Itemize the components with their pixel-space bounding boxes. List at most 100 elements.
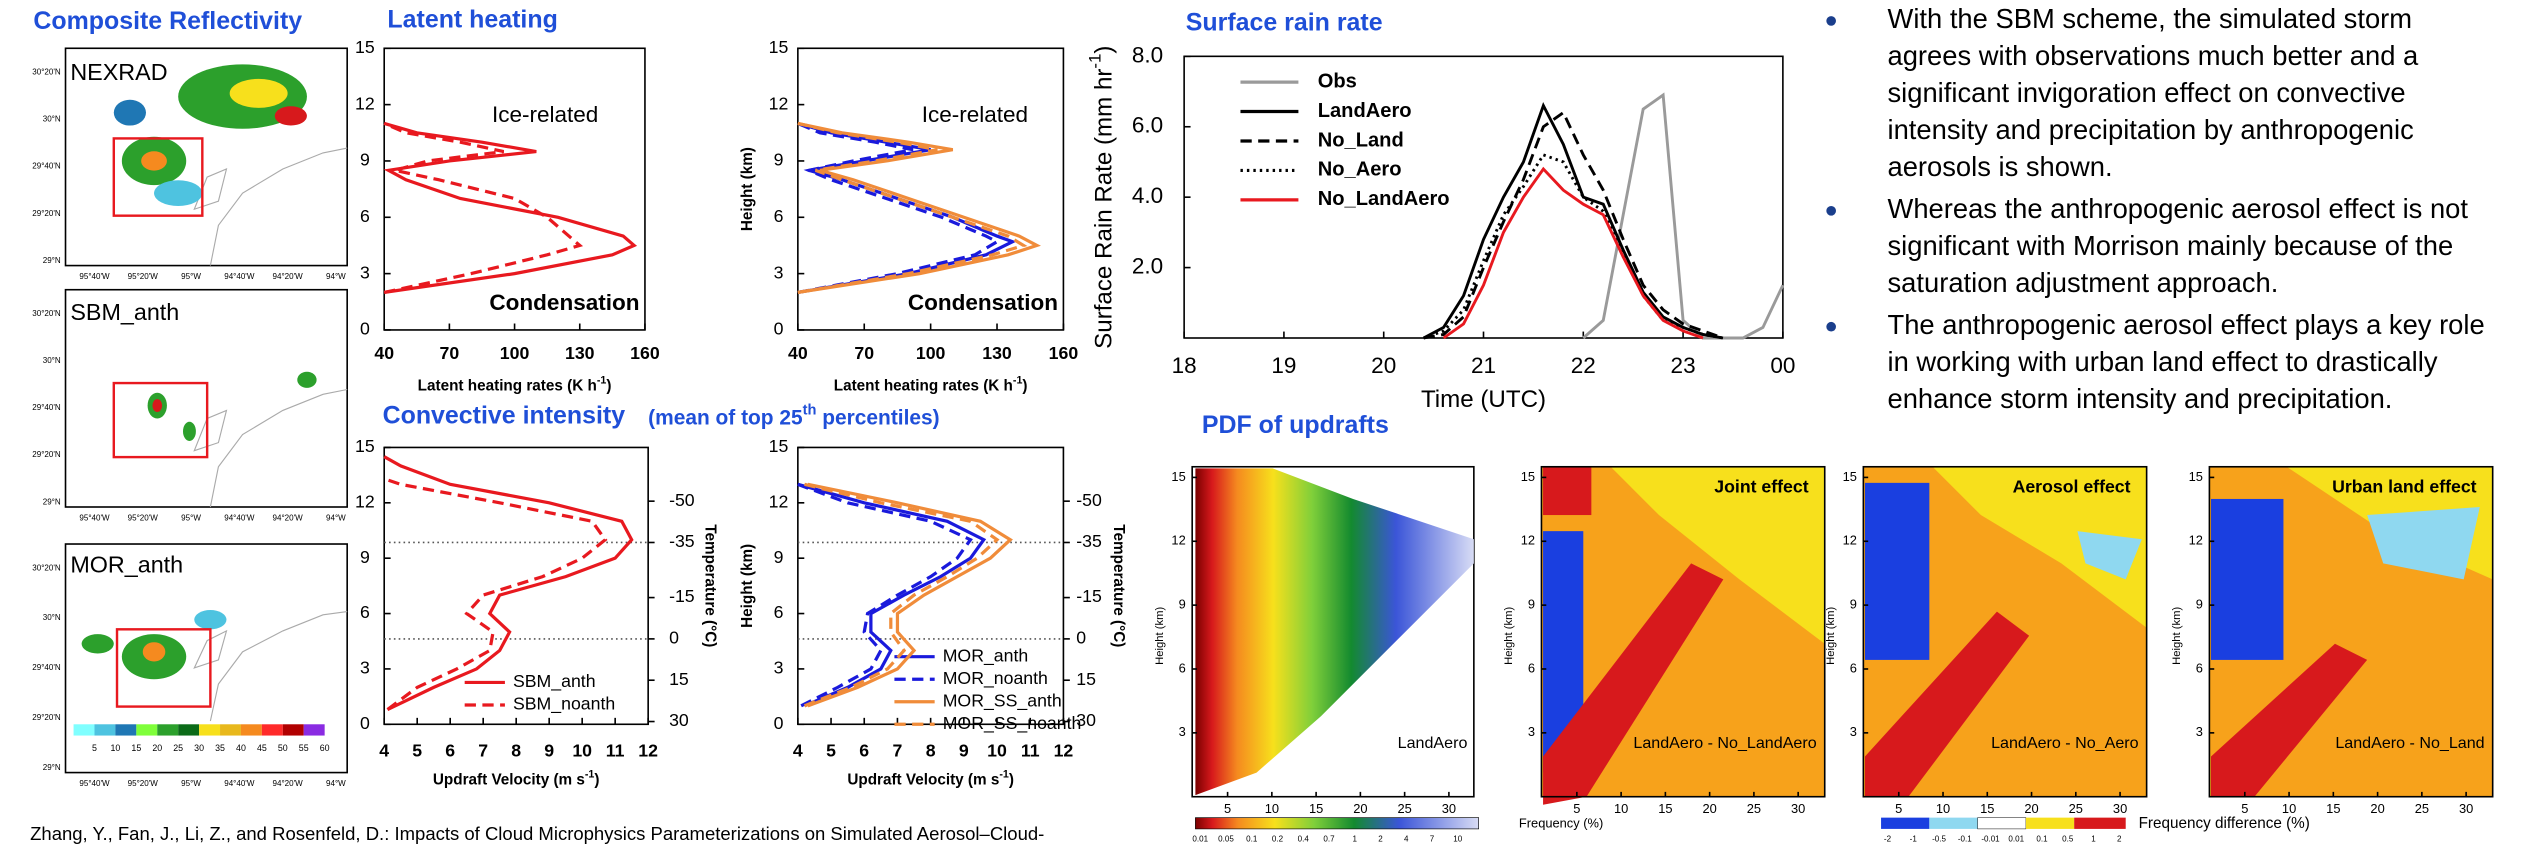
y-tick-label: 12 [769, 93, 789, 113]
panel-label: LandAero - No_Aero [1991, 734, 2139, 752]
text-part: ) [1091, 46, 1118, 54]
x-tick-label: 4 [379, 740, 389, 760]
bullet-text: enhance storm intensity and precipitatio… [1887, 383, 2392, 414]
colorbar-label: 0.01 [2008, 834, 2024, 843]
lon-label: 94°20'W [273, 779, 304, 788]
bullet-text: significant invigoration effect on conve… [1887, 77, 2405, 108]
y-tick-label: 3 [1528, 724, 1535, 739]
x-tick-label: 20 [2370, 801, 2384, 816]
legend-label: MOR_anth [943, 645, 1029, 666]
panel-label: LandAero - No_LandAero [1633, 734, 1816, 752]
series-line [1442, 166, 1704, 340]
lat-label: 30°N [43, 613, 61, 622]
panel-effect: Aerosol effect [2013, 476, 2131, 496]
section-title: Composite Reflectivity [33, 7, 302, 35]
x-tick-label: 10 [1265, 801, 1279, 816]
y2-tick-label: -50 [669, 490, 695, 510]
lat-label: 30°20'N [32, 563, 61, 572]
lon-label: 95°W [181, 779, 201, 788]
x-tick-label: 20 [1371, 353, 1396, 378]
y-tick-label: 6 [1528, 660, 1535, 675]
x-tick-label: 20 [1702, 801, 1716, 816]
y2-tick-label: -15 [669, 586, 695, 606]
text-part: -1 [585, 768, 595, 780]
legend-label: MOR_SS_noanth [943, 713, 1082, 734]
y-tick-label: 12 [769, 491, 789, 511]
y-tick-label: 9 [774, 547, 784, 567]
y-axis-label: Height (km) [739, 147, 756, 231]
lat-label: 29°N [43, 497, 61, 506]
lon-label: 95°40'W [79, 272, 110, 281]
lon-label: 95°W [181, 272, 201, 281]
y-axis-label: Height (km) [1825, 606, 1837, 664]
y-tick-label: 12 [355, 491, 375, 511]
x-tick-label: 10 [987, 740, 1007, 760]
x-tick-label: 5 [2241, 801, 2248, 816]
y-tick-label: 12 [1171, 533, 1185, 548]
lat-label: 30°20'N [32, 68, 61, 77]
y-tick-label: 6 [2196, 660, 2203, 675]
y2-tick-label: 30 [1076, 710, 1096, 730]
study-box [112, 137, 212, 708]
lat-label: 29°N [43, 256, 61, 265]
text-part: th [803, 402, 817, 418]
y2-axis-label: Temperature (°C) [701, 524, 718, 647]
colorbar-label: 0.1 [1246, 834, 1258, 843]
map-name: NEXRAD [70, 59, 167, 85]
x-tick-label: 5 [1573, 801, 1580, 816]
y2-tick-label: -35 [1076, 531, 1102, 551]
lon-label: 94°W [326, 272, 346, 281]
y-tick-label: 8.0 [1132, 42, 1163, 67]
x-tick-label: 100 [916, 343, 946, 363]
bullet-text: aerosols is shown. [1887, 151, 2112, 182]
colorbar-label: 0.05 [1218, 834, 1234, 843]
colorbar-label: -0.1 [1958, 834, 1972, 843]
colorbar-label: 45 [257, 743, 267, 753]
x-tick-label: 10 [1614, 801, 1628, 816]
panel-effect: Joint effect [1714, 476, 1808, 496]
x-tick-label: 15 [1658, 801, 1672, 816]
colorbar-label: 7 [1430, 834, 1435, 843]
y-tick-label: 6 [1850, 660, 1857, 675]
legend-label: MOR_SS_anth [943, 690, 1062, 711]
x-tick-label: 25 [1397, 801, 1411, 816]
x-tick-label: 5 [826, 740, 836, 760]
text-part: ) [606, 377, 611, 394]
text-part: -1 [1085, 54, 1104, 69]
y-tick-label: 9 [360, 547, 370, 567]
diff-heatmap [1541, 466, 2493, 805]
x-tick-label: 6 [859, 740, 869, 760]
x-tick-label: 25 [1747, 801, 1761, 816]
text-part: Surface Rain Rate (mm hr [1091, 69, 1118, 349]
series-line [797, 482, 987, 708]
legend-label: Obs [1318, 70, 1357, 92]
x-tick-label: 30 [2459, 801, 2473, 816]
x-tick-label: 11 [1021, 740, 1040, 760]
colorbar-label: 10 [110, 743, 120, 753]
y-tick-label: 9 [1528, 597, 1535, 612]
map-name: MOR_anth [70, 552, 183, 578]
x-tick-label: 130 [565, 343, 595, 363]
series-line [807, 482, 1013, 708]
x-axis-label: Updraft Velocity (m s-1) [433, 768, 600, 788]
colorbar-label: -1 [1910, 834, 1918, 843]
annotation: Condensation [908, 290, 1058, 315]
colorbar-label: -2 [1884, 834, 1892, 843]
legend-label: SBM_anth [513, 671, 596, 692]
lon-label: 94°W [326, 513, 346, 522]
x-tick-label: 130 [982, 343, 1012, 363]
text-part: (mean of top 25 [648, 406, 803, 429]
y-tick-label: 12 [1521, 533, 1535, 548]
y-axis-label: Surface Rain Rate (mm hr-1) [1085, 46, 1117, 349]
map-frame [64, 47, 348, 267]
y2-tick-label: -15 [1076, 586, 1102, 606]
colorbar-label: 10 [1453, 834, 1462, 843]
x-tick-label: 10 [572, 740, 592, 760]
text-part: Updraft Velocity (m s [847, 772, 999, 789]
x-tick-label: 8 [926, 740, 936, 760]
decor [64, 16, 2494, 830]
x-tick-label: 10 [1936, 801, 1950, 816]
y-tick-label: 0 [360, 319, 370, 339]
y2-tick-label: 15 [669, 669, 689, 689]
